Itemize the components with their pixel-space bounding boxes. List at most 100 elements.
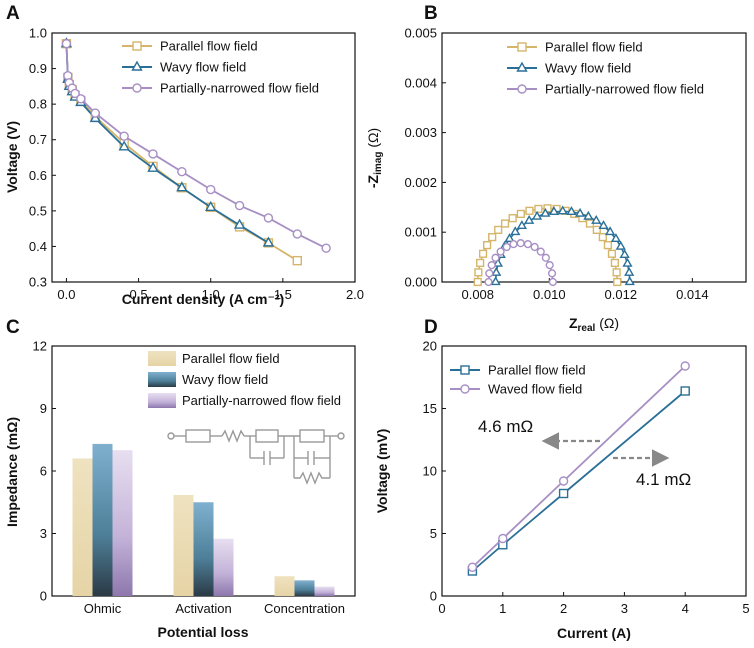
x-tick-label-a: 1.0 bbox=[202, 287, 220, 302]
data-point-b-0 bbox=[592, 225, 601, 234]
data-point-b-1 bbox=[491, 266, 502, 276]
legend-marker-b bbox=[517, 42, 527, 52]
legend-swatch-c bbox=[148, 372, 176, 387]
data-point-b-2 bbox=[491, 253, 500, 262]
data-point-a-2 bbox=[119, 131, 129, 141]
y-tick-label-b: 0.001 bbox=[404, 225, 437, 240]
legend-entry-c: Partially-narrowed flow field bbox=[182, 393, 341, 408]
data-point-b-0 bbox=[534, 204, 543, 214]
legend-swatch-c bbox=[148, 351, 176, 366]
data-point-b-0 bbox=[476, 258, 485, 268]
y-tick-label-c: 9 bbox=[40, 401, 47, 416]
x-tick-label-c: Concentration bbox=[264, 601, 345, 616]
y-tick-label-b: 0.003 bbox=[404, 125, 437, 140]
panel-d: D 0 1 2 3 4 5 0 5 10 15 20 Parallel flow field Wave… bbox=[374, 317, 750, 641]
data-point-b-0 bbox=[474, 268, 483, 277]
y-tick-label-a: 0.3 bbox=[29, 275, 47, 290]
x-tick-label-d: 3 bbox=[621, 601, 628, 616]
data-point-b-2 bbox=[484, 277, 493, 287]
x-tick-label-d: 5 bbox=[742, 601, 749, 616]
data-point-b-0 bbox=[598, 233, 607, 242]
data-point-b-2 bbox=[548, 277, 557, 287]
data-point-b-1 bbox=[516, 220, 527, 229]
data-point-a-1 bbox=[176, 181, 188, 192]
x-tick-label-a: 0.0 bbox=[57, 287, 75, 302]
legend-entry-c: Wavy flow field bbox=[182, 372, 268, 387]
legend-entry-b: Partially-narrowed flow field bbox=[545, 82, 704, 97]
x-tick-label-c: Activation bbox=[175, 601, 231, 616]
legend-entry-a: Partially-narrowed flow field bbox=[160, 81, 319, 96]
data-point-b-2 bbox=[487, 261, 496, 270]
legend-marker-d bbox=[460, 384, 470, 394]
data-point-b-1 bbox=[610, 233, 622, 243]
plot-frame-b bbox=[441, 32, 747, 283]
data-point-d-1 bbox=[558, 476, 569, 486]
x-tick-label-d: 1 bbox=[499, 601, 506, 616]
bar-2-0 bbox=[274, 576, 295, 596]
x-axis-label-d: Current (A) bbox=[557, 625, 631, 641]
y-tick-label-d: 5 bbox=[430, 526, 437, 541]
y-axis-label-d: Voltage (mV) bbox=[374, 429, 390, 514]
legend-entry-b: Parallel flow field bbox=[545, 40, 643, 55]
y-tick-label-a: 0.8 bbox=[29, 97, 47, 112]
data-point-b-0 bbox=[525, 206, 534, 215]
y-tick-label-a: 0.7 bbox=[29, 132, 47, 147]
data-point-b-0 bbox=[610, 258, 619, 268]
data-point-d-1 bbox=[467, 562, 478, 572]
data-point-b-1 bbox=[622, 257, 633, 267]
bar-0-0 bbox=[72, 458, 93, 596]
x-tick-label-a: 0.5 bbox=[130, 287, 148, 302]
y-tick-label-a: 0.6 bbox=[29, 168, 47, 183]
data-point-a-2 bbox=[70, 88, 80, 99]
data-point-b-0 bbox=[516, 209, 525, 219]
data-point-b-2 bbox=[496, 247, 505, 256]
legend-marker-d bbox=[460, 365, 470, 375]
data-point-b-1 bbox=[605, 226, 616, 236]
y-tick-label-b: 0.004 bbox=[404, 75, 437, 90]
panel-b: B 0.008 0.010 0.012 0.014 0.000 0.001 0.002 0.0… bbox=[365, 3, 747, 334]
y-tick-label-d: 0 bbox=[430, 589, 437, 604]
data-point-a-1 bbox=[233, 218, 246, 229]
data-point-b-0 bbox=[488, 233, 497, 242]
data-point-a-2 bbox=[61, 38, 72, 49]
data-point-a-2 bbox=[177, 167, 187, 177]
data-point-a-2 bbox=[76, 94, 86, 104]
legend-entry-b: Wavy flow field bbox=[545, 61, 631, 76]
data-point-d-1 bbox=[498, 533, 508, 544]
y-tick-label-d: 20 bbox=[423, 339, 437, 354]
data-point-b-1 bbox=[591, 214, 602, 224]
annotation-4-1-mohm: 4.1 mΩ bbox=[636, 470, 691, 489]
bar-1-1 bbox=[193, 502, 214, 596]
legend-marker-b bbox=[516, 61, 528, 72]
data-point-b-1 bbox=[490, 276, 501, 286]
data-point-a-1 bbox=[118, 140, 130, 151]
data-point-d-0 bbox=[558, 488, 569, 499]
y-tick-label-a: 0.4 bbox=[29, 239, 47, 254]
legend-marker-a bbox=[132, 83, 142, 93]
panel-label-b: B bbox=[424, 3, 438, 24]
x-tick-label-c: Ohmic bbox=[84, 601, 122, 616]
data-point-b-2 bbox=[516, 239, 525, 248]
y-tick-label-b: 0.000 bbox=[404, 275, 437, 290]
data-point-b-1 bbox=[583, 210, 594, 220]
data-point-a-0 bbox=[292, 255, 302, 266]
bar-2-1 bbox=[294, 580, 315, 596]
data-point-b-2 bbox=[536, 247, 545, 256]
data-point-b-1 bbox=[566, 206, 577, 215]
legend-entry-a: Wavy flow field bbox=[160, 60, 246, 75]
y-tick-label-d: 10 bbox=[423, 464, 437, 479]
panel-a: A 0.0 0.5 1.0 1.5 2.0 0.3 0.4 0.5 0.6 0.7 0.8 0.9 1.… bbox=[4, 3, 364, 307]
x-axis-label-a: Current density (A cm⁻²) bbox=[122, 291, 284, 307]
y-axis-label-b: -Zimag (Ω) bbox=[365, 128, 384, 188]
bar-0-1 bbox=[92, 443, 113, 596]
data-point-a-2 bbox=[292, 229, 302, 239]
data-point-b-1 bbox=[548, 206, 560, 215]
series-line-d-0 bbox=[471, 390, 686, 572]
x-tick-label-b: 0.014 bbox=[676, 287, 709, 302]
data-point-b-1 bbox=[531, 210, 543, 220]
data-point-a-2 bbox=[263, 213, 274, 223]
data-point-b-1 bbox=[598, 220, 609, 229]
y-tick-label-a: 0.9 bbox=[29, 61, 47, 76]
x-tick-label-a: 1.5 bbox=[274, 287, 292, 302]
